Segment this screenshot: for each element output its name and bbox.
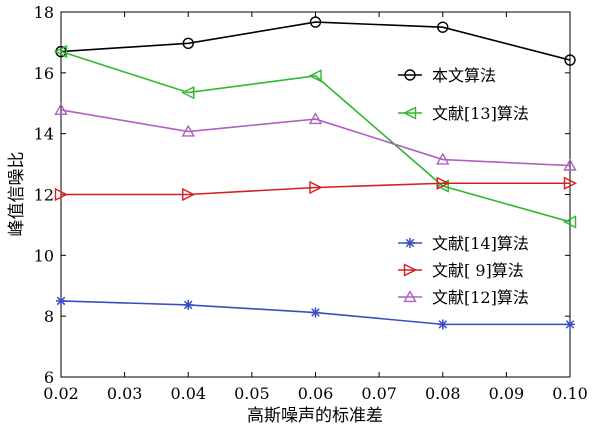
y-tick-label: 16 — [34, 64, 54, 83]
data-point — [181, 85, 195, 100]
legend-label: 文献[13]算法 — [432, 104, 529, 123]
y-tick-label: 14 — [34, 125, 54, 144]
data-point — [436, 152, 450, 165]
x-tick-label: 0.09 — [489, 384, 525, 403]
data-point — [182, 37, 194, 50]
data-point-stroke — [56, 296, 66, 306]
data-point — [54, 103, 68, 116]
series — [53, 44, 577, 229]
series — [54, 176, 578, 202]
x-axis-label: 高斯噪声的标准差 — [247, 406, 383, 426]
x-tick-label: 0.02 — [43, 384, 79, 403]
series-line — [60, 50, 571, 223]
legend-label: 文献[14]算法 — [432, 234, 529, 253]
x-tick-label: 0.06 — [298, 384, 334, 403]
x-tick-label: 0.03 — [107, 384, 143, 403]
data-point — [309, 16, 322, 28]
legend-item: 文献[14]算法 — [398, 234, 529, 253]
legend-item: 文献[13]算法 — [398, 104, 529, 123]
legend-label: 文献[12]算法 — [432, 288, 529, 307]
legend-label: 文献[ 9]算法 — [432, 261, 524, 280]
x-tick-label: 0.04 — [170, 384, 206, 403]
data-point — [181, 124, 195, 137]
data-point — [436, 176, 450, 190]
data-point-stroke — [565, 320, 575, 329]
data-point-stroke — [311, 308, 320, 317]
y-axis-label: 峰值信噪比 — [7, 152, 27, 237]
data-point — [405, 238, 415, 248]
data-point — [563, 176, 578, 190]
data-point-stroke — [183, 300, 193, 310]
y-tick-label: 10 — [34, 246, 54, 265]
data-point — [309, 180, 323, 195]
y-tick-label: 8 — [44, 307, 54, 326]
series — [54, 103, 577, 171]
legend-item: 文献[ 9]算法 — [398, 261, 524, 280]
data-point — [56, 295, 66, 306]
y-tick-label: 6 — [44, 368, 54, 387]
data-point — [183, 299, 194, 310]
data-point — [564, 54, 576, 66]
y-tick-label: 12 — [34, 186, 54, 205]
data-point — [565, 319, 575, 330]
x-tick-label: 0.08 — [425, 384, 461, 403]
y-tick-label: 18 — [34, 3, 54, 22]
legend-item: 本文算法 — [398, 66, 496, 85]
x-tick-label: 0.07 — [361, 384, 397, 403]
series — [56, 295, 575, 330]
data-point — [308, 69, 322, 83]
x-tick-label: 0.05 — [234, 384, 270, 403]
legend-label: 本文算法 — [432, 66, 496, 85]
data-point — [310, 307, 321, 318]
legend-item: 文献[12]算法 — [398, 288, 529, 307]
data-point — [562, 215, 577, 229]
series-line — [60, 109, 571, 167]
data-point-stroke — [438, 320, 448, 329]
data-point — [54, 187, 69, 202]
series-line — [61, 182, 570, 196]
series — [55, 16, 576, 66]
data-point-stroke — [405, 238, 415, 248]
data-point — [53, 44, 68, 59]
series-line — [60, 21, 571, 61]
data-point — [437, 21, 449, 33]
data-point — [404, 69, 416, 81]
data-point — [437, 319, 448, 330]
data-point — [563, 158, 577, 171]
data-point — [403, 263, 418, 277]
x-tick-label: 0.10 — [552, 384, 588, 403]
axis-ticks: 0.02 0.03 0.04 0.05 0.06 0.07 0.08 0.09 0.10 6 8 10… — [34, 3, 588, 403]
data-point — [402, 106, 417, 120]
data-point — [182, 187, 196, 202]
series-layer — [53, 16, 578, 330]
data-point — [308, 112, 323, 125]
data-point — [403, 290, 417, 303]
